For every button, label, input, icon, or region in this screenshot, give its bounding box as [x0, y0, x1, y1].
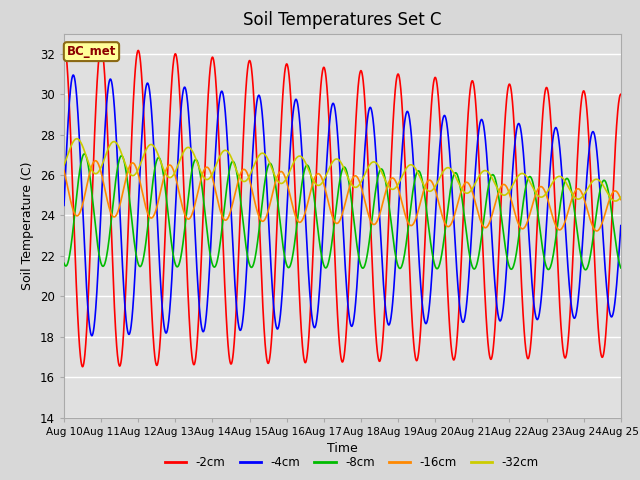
Legend: -2cm, -4cm, -8cm, -16cm, -32cm: -2cm, -4cm, -8cm, -16cm, -32cm: [161, 452, 543, 474]
X-axis label: Time: Time: [327, 442, 358, 455]
Text: BC_met: BC_met: [67, 45, 116, 58]
Y-axis label: Soil Temperature (C): Soil Temperature (C): [21, 161, 35, 290]
Title: Soil Temperatures Set C: Soil Temperatures Set C: [243, 11, 442, 29]
